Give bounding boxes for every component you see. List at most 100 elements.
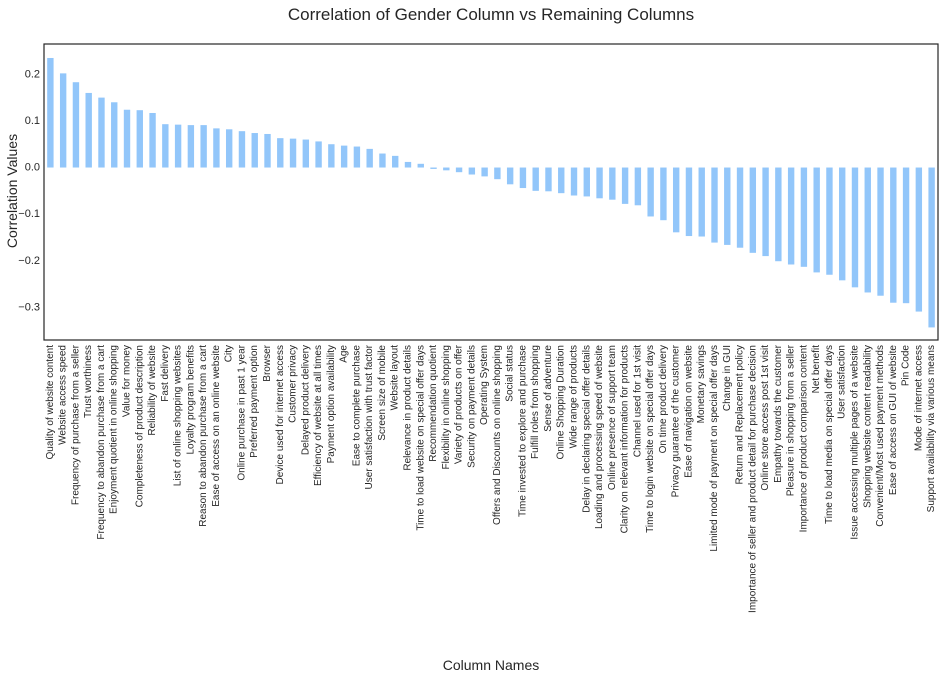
chart-title: Correlation of Gender Column vs Remainin… [288,5,694,24]
bar [72,82,80,168]
bar [481,167,488,177]
bar [59,73,67,168]
x-category-label: Browser [262,344,273,381]
y-tick-label: 0.0 [25,162,40,174]
x-category-label: Reliability of website [147,345,158,436]
x-category-label: Security on payment details [466,345,477,468]
bar [225,129,233,168]
bar [672,167,680,233]
x-category-label: Online presence of support team [607,345,618,490]
x-category-label: Online Shopping Duration [556,345,567,460]
x-category-label: Loading and processing speed of website [594,345,605,529]
x-category-label: Pleasure in shopping from a seller [786,344,797,496]
x-category-label: Recommendation quotient [428,345,439,462]
bar [698,167,705,237]
bar [902,167,910,304]
x-category-label: Limited mode of payment on special offer… [709,345,720,552]
x-category-label: Mode of internet access [913,345,924,451]
bar [928,167,935,328]
bar [724,167,731,245]
x-category-label: Ease of access on GUI of website [888,345,899,496]
bar [443,167,450,171]
bar [187,125,195,168]
x-category-label: On time product delivery [658,345,669,453]
x-category-label: Device used for internet access [275,345,286,485]
bar [174,124,182,168]
x-category-label: Quality of website content [45,345,56,460]
bar [149,112,156,168]
x-category-label: Reason to abandon purchase from a cart [198,345,209,527]
bar [570,167,578,196]
x-category-label: Loyalty program benefits [185,345,196,455]
bar [660,167,667,221]
bar [634,167,642,206]
bar [494,167,501,180]
x-category-label: Ease of access on an online website [211,345,222,507]
x-category-label: Completeness of product description [134,345,145,507]
y-tick-label: −0.2 [18,255,40,267]
bar [583,167,590,197]
bar [468,167,476,175]
bar [839,167,846,281]
x-category-label: Value for money [122,345,133,417]
y-tick-label: 0.1 [25,115,40,127]
x-category-label: Sense of adventure [543,345,554,432]
x-category-label: Age [339,345,350,363]
x-category-label: Online purchase in past 1 year [236,344,247,480]
x-category-label: Time to login website on special offer d… [645,345,656,533]
x-category-label: Frequency of purchase from a seller [70,344,81,505]
bar [532,167,539,191]
bar [98,97,105,168]
x-category-label: Importance of seller and product detail … [747,345,758,613]
bar [251,133,258,168]
bar [596,167,603,199]
bar [711,167,718,243]
bar [111,102,118,168]
x-category-label: Variety of products on offer [454,344,465,464]
x-category-label: Online store access post 1st visit [760,345,771,491]
x-category-label: Ease of navigation on website [683,345,694,478]
plot-frame [43,43,939,341]
x-category-label: Wide range of products [569,345,580,448]
y-ticks-group: −0.3 −0.2 −0.1 0.0 0.1 0.2 [18,68,40,313]
x-category-label: Clarity on relevant information for prod… [620,345,631,533]
x-category-label: Relevance in product details [402,345,413,471]
bar [277,138,284,168]
bar [302,139,310,168]
bar [417,163,424,168]
x-category-label: Time to load media on special offer days [824,345,835,524]
bar [647,167,654,217]
bar [813,167,820,273]
bar [736,167,744,248]
y-tick-label: −0.3 [18,301,40,313]
x-category-label: Flexibility in online shopping [441,345,452,470]
x-category-label: Support availability via various means [926,345,937,512]
x-category-label: Time to load website on special offer da… [415,345,426,531]
x-category-label: Net benefit [811,345,822,394]
bar [430,167,437,169]
x-category-label: Channel used for 1st visit [632,345,643,458]
bar [877,167,884,296]
y-axis-label: Correlation Values [4,134,20,248]
bar [545,167,552,192]
bar [775,167,782,262]
bar [404,161,412,168]
bar [787,167,795,265]
x-category-label: Monetary savings [696,345,707,423]
x-category-label: Frequency to abandon purchase from a car… [96,345,107,540]
bar [315,141,322,168]
x-category-label: Delay in declaring special offer details [581,345,592,513]
x-category-label: Return and Replacement policy [735,345,746,485]
bar [558,167,565,194]
x-category-label: Customer privacy [288,345,299,423]
bar [366,148,373,168]
x-category-label: Shopping website content readability [862,345,873,508]
bar [264,133,271,168]
bar [621,167,629,204]
bar [609,167,616,200]
x-category-label: Privacy guarantee of the customer [671,344,682,497]
bar [289,138,297,168]
x-category-label: User satisfaction [837,345,848,419]
x-category-label: Ease to complete purchase [351,345,362,467]
bar [47,57,54,168]
